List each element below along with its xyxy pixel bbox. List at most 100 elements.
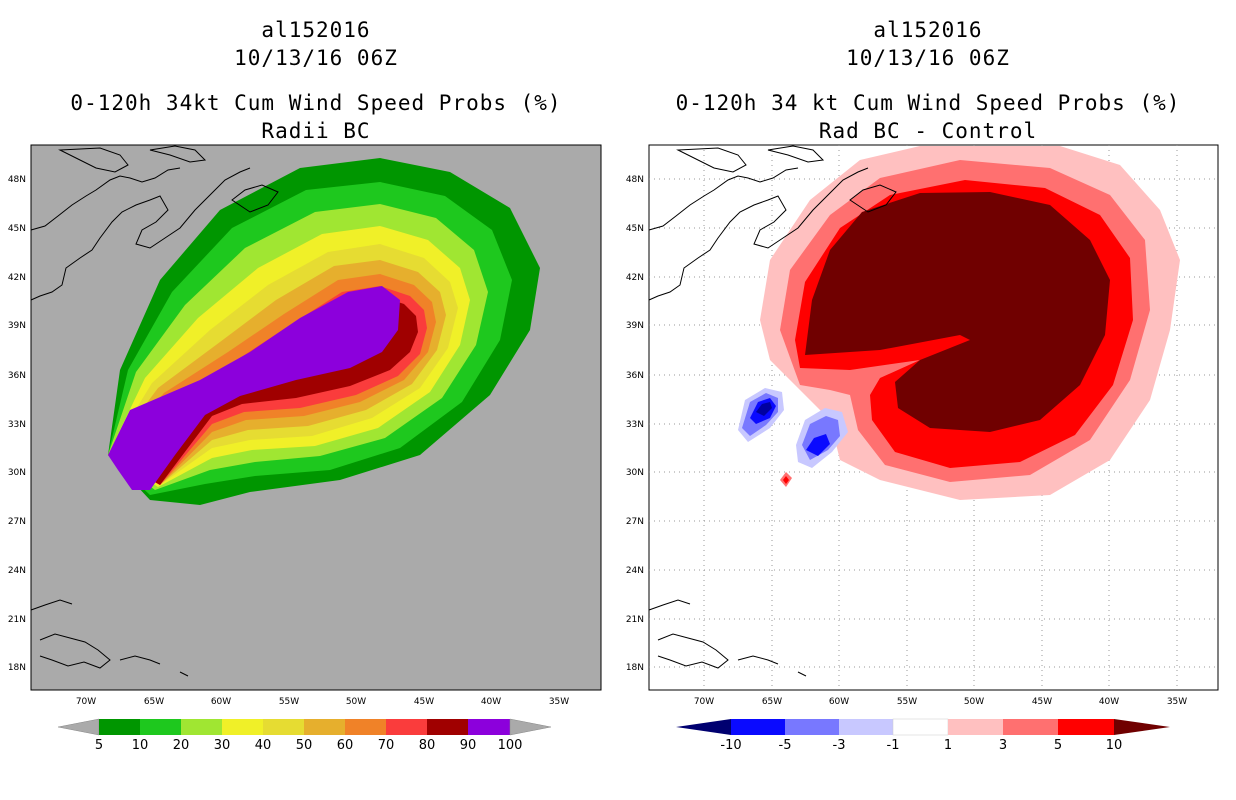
diff-pos-10 [805,192,1110,432]
left-coastline [30,145,279,677]
right-lat-39: 39N [626,321,644,331]
left-datetime: 10/13/16 06Z [234,46,398,70]
left-lon-40: 40W [481,697,501,707]
left-cb-swatch-8 [427,719,468,735]
right-cb-label-m3: -3 [833,738,846,753]
left-lon-labels: 70W 65W 60W 55W 50W 45W 40W 35W [76,697,569,707]
left-cb-label-5: 5 [95,738,103,753]
left-title: 0-120h 34kt Cum Wind Speed Probs (%) [70,91,562,115]
left-lon-50: 50W [346,697,366,707]
right-cb-swatch-4 [948,719,1003,735]
left-cb-label-80: 80 [419,738,436,753]
right-cb-label-m5: -5 [779,738,792,753]
right-lat-27: 27N [626,517,644,527]
left-map-area [30,144,602,691]
right-lat-30: 30N [626,468,644,478]
left-lon-45: 45W [414,697,434,707]
left-cb-swatch-4 [263,719,304,735]
right-cb-swatch-2 [839,719,893,735]
left-lat-24: 24N [8,566,26,576]
right-lat-33: 33N [626,420,644,430]
left-lat-33: 33N [8,420,26,430]
left-cb-label-30: 30 [214,738,231,753]
right-lon-40: 40W [1099,697,1119,707]
right-coastline [648,145,897,677]
left-cb-swatch-2 [181,719,222,735]
left-cb-label-20: 20 [173,738,190,753]
left-lat-39: 39N [8,321,26,331]
right-colorbar-low-end [676,719,731,735]
left-lat-30: 30N [8,468,26,478]
left-cb-label-40: 40 [255,738,272,753]
left-storm-id: al152016 [261,18,371,42]
left-cb-swatch-7 [386,719,427,735]
left-colorbar [57,718,552,736]
right-cb-label-m1: -1 [887,738,900,753]
diff-pos-small-inner [783,476,789,484]
left-cb-label-70: 70 [378,738,395,753]
right-colorbar [676,718,1170,736]
right-lat-18: 18N [626,663,644,673]
left-lat-27: 27N [8,517,26,527]
left-subtitle: Radii BC [261,119,371,143]
left-lat-48: 48N [8,175,26,185]
right-cb-swatch-5 [1003,719,1058,735]
left-lon-65: 65W [144,697,164,707]
right-lat-labels: 48N 45N 42N 39N 36N 33N 30N 27N 24N 21N … [626,175,644,673]
left-lat-45: 45N [8,224,26,234]
right-subtitle: Rad BC - Control [818,119,1038,143]
right-lon-35: 35W [1167,697,1187,707]
right-cb-swatch-3 [892,718,949,736]
left-lat-21: 21N [8,615,26,625]
left-colorbar-high-end [509,718,552,736]
left-lon-55: 55W [279,697,299,707]
right-lon-50: 50W [964,697,984,707]
right-cb-label-m10: -10 [720,738,741,753]
left-colorbar-labels: 5 10 20 30 40 50 60 70 80 90 100 [95,738,523,753]
right-lat-42: 42N [626,273,644,283]
left-lon-70: 70W [76,697,96,707]
right-lon-45: 45W [1032,697,1052,707]
right-map-area [648,144,1219,691]
right-cb-swatch-0 [731,719,785,735]
right-cb-label-10: 10 [1106,738,1123,753]
left-colorbar-low-end [57,718,100,736]
right-cb-label-1: 1 [944,738,952,753]
right-lat-48: 48N [626,175,644,185]
right-lon-65: 65W [762,697,782,707]
right-lat-21: 21N [626,615,644,625]
left-cb-swatch-9 [468,719,510,735]
right-colorbar-labels: -10 -5 -3 -1 1 3 5 10 [720,738,1122,753]
diff-neg-10-a [756,402,772,416]
right-cb-swatch-1 [785,719,839,735]
left-cb-swatch-3 [222,719,263,735]
left-lat-42: 42N [8,273,26,283]
left-cb-label-60: 60 [337,738,354,753]
left-lat-labels: 48N 45N 42N 39N 36N 33N 30N 27N 24N 21N … [8,175,26,673]
left-lon-60: 60W [211,697,231,707]
left-cb-label-50: 50 [296,738,313,753]
left-cb-swatch-1 [140,719,181,735]
left-cb-label-100: 100 [498,738,523,753]
right-lon-55: 55W [897,697,917,707]
right-lat-36: 36N [626,371,644,381]
right-cb-label-3: 3 [999,738,1007,753]
right-colorbar-high-end [1114,719,1170,735]
left-lat-36: 36N [8,371,26,381]
left-cb-swatch-6 [345,719,386,735]
left-cb-swatch-5 [304,719,345,735]
right-cb-swatch-6 [1058,719,1114,735]
right-lon-labels: 70W 65W 60W 55W 50W 45W 40W 35W [694,697,1187,707]
right-lat-24: 24N [626,566,644,576]
right-lat-45: 45N [626,224,644,234]
diff-neg-5-b [806,434,830,456]
left-cb-label-10: 10 [132,738,149,753]
right-lon-70: 70W [694,697,714,707]
right-cb-label-5: 5 [1054,738,1062,753]
right-datetime: 10/13/16 06Z [846,46,1010,70]
prob-90 [108,286,400,490]
right-lon-60: 60W [829,697,849,707]
left-lon-35: 35W [549,697,569,707]
left-lat-18: 18N [8,663,26,673]
